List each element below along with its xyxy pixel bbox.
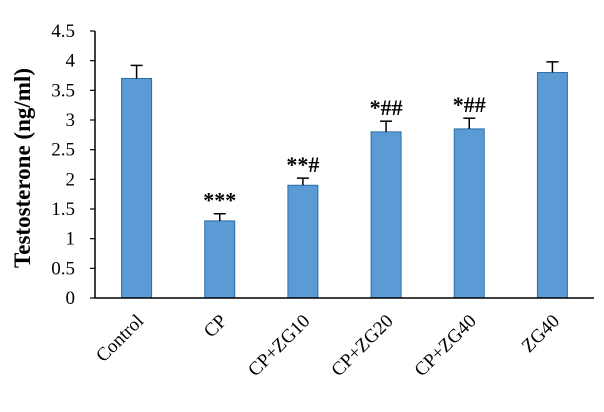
bar-cp-zg10 (287, 184, 319, 299)
x-category-label: Control (92, 311, 148, 367)
y-tick-label: 0 (66, 288, 76, 309)
y-tick-label: 3 (66, 110, 76, 131)
significance-label: *## (453, 92, 486, 117)
bar-control (121, 77, 153, 299)
x-category-label: ZG40 (518, 311, 564, 357)
significance-label: *** (203, 188, 236, 213)
y-tick-label: 3.5 (51, 80, 75, 101)
y-tick-label: 4 (66, 51, 76, 72)
y-axis-ticks: 0 0.5 1 1.5 2 2.5 3 3.5 4 4.5 (51, 21, 95, 309)
bar-cp (204, 220, 236, 299)
bar-cp-zg20 (370, 131, 402, 299)
y-tick-label: 1 (66, 229, 76, 250)
y-tick-label: 2 (66, 169, 76, 190)
significance-annotations: *** **# *## *## (203, 92, 486, 213)
bar-zg40 (536, 72, 568, 299)
bar-cp-zg40 (453, 128, 485, 299)
significance-label: *## (370, 95, 403, 120)
y-axis-label: Testosterone (ng/ml) (10, 68, 35, 268)
y-tick-label: 4.5 (51, 21, 75, 42)
axes (94, 31, 594, 299)
significance-label: **# (286, 152, 319, 177)
x-category-label: CP+ZG40 (411, 311, 481, 381)
x-category-label: CP+ZG20 (327, 311, 397, 381)
y-tick-label: 2.5 (51, 140, 75, 161)
error-bars (130, 61, 559, 221)
x-axis-categories: Control CP CP+ZG10 CP+ZG20 CP+ZG40 ZG40 (92, 311, 564, 381)
y-tick-label: 0.5 (51, 258, 75, 279)
x-category-label: CP (200, 311, 231, 342)
x-category-label: CP+ZG10 (244, 311, 314, 381)
bars (121, 72, 568, 299)
y-tick-label: 1.5 (51, 199, 75, 220)
